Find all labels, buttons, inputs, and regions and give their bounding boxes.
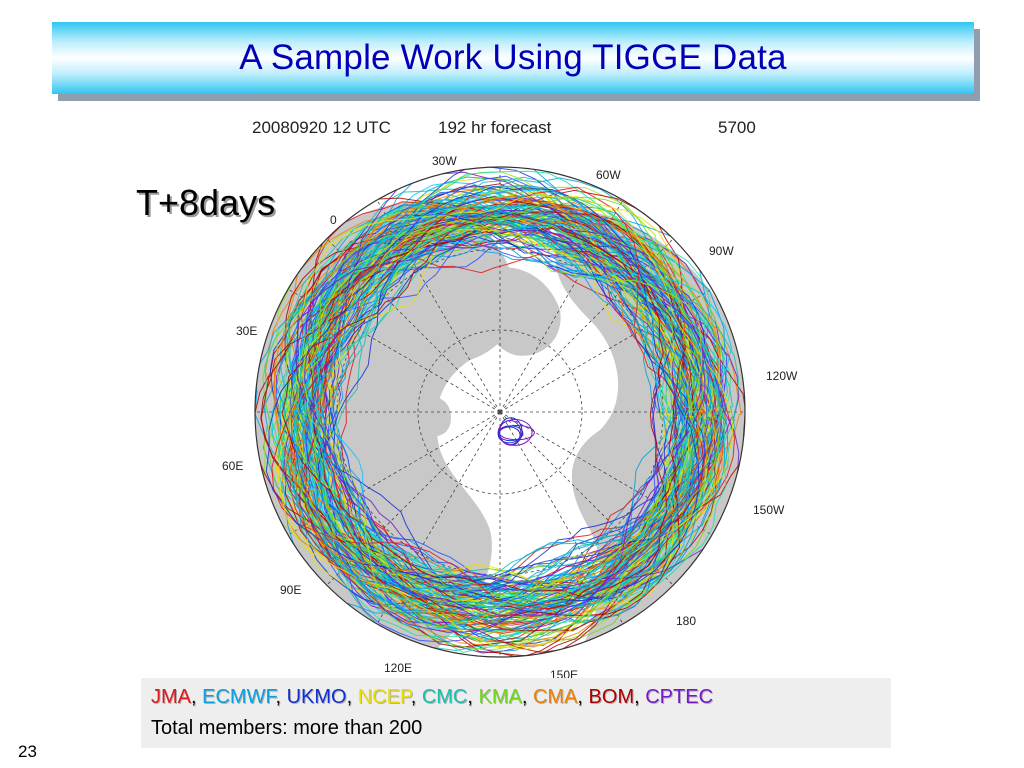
ensemble-member-contour xyxy=(280,170,727,608)
center-name: ECMWF xyxy=(202,686,276,708)
center-name: KMA xyxy=(478,686,522,708)
legend-box: JMA, ECMWF, UKMO, NCEP, CMC, KMA, CMA, B… xyxy=(141,678,891,748)
lon-label: 150W xyxy=(753,503,785,517)
forecast-lead-badge: T+8days xyxy=(136,182,276,223)
ensemble-member-contour xyxy=(317,216,706,582)
ensemble-member-contour xyxy=(293,205,725,631)
center-separator: , xyxy=(191,686,203,708)
ensemble-contour-lines xyxy=(255,167,745,657)
map-forecast-hours: 192 hr forecast xyxy=(438,118,552,137)
ensemble-member-contour xyxy=(329,212,691,604)
map-contour-value: 5700 xyxy=(718,118,756,137)
lon-label: 90W xyxy=(709,244,734,258)
center-name: CPTEC xyxy=(645,686,714,708)
center-separator: , xyxy=(521,686,533,708)
ensemble-member-contour xyxy=(260,211,686,632)
ensemble-member-contour xyxy=(295,229,706,617)
center-name: CMA xyxy=(532,686,578,708)
ensemble-member-contour xyxy=(287,208,739,652)
ensemble-member-contour xyxy=(295,190,728,643)
page-number: 23 xyxy=(18,742,37,761)
ensemble-member-contour xyxy=(260,196,686,616)
center-separator: , xyxy=(410,686,422,708)
lon-label: 0 xyxy=(330,213,337,227)
ensemble-member-contour xyxy=(316,204,692,588)
ensemble-member-contour xyxy=(312,216,696,598)
ensemble-member-contour xyxy=(315,218,696,590)
map-boundary xyxy=(254,166,746,658)
ensemble-member-contour xyxy=(302,219,703,628)
lon-label: 60E xyxy=(222,459,244,473)
lon-label: 180 xyxy=(676,614,697,628)
lon-label: 90E xyxy=(280,583,302,597)
ensemble-member-contour xyxy=(293,184,726,592)
arctic-island xyxy=(418,396,451,437)
center-name: UKMO xyxy=(286,686,347,708)
center-separator: , xyxy=(275,686,287,708)
meridian-line xyxy=(499,411,674,586)
center-separator: , xyxy=(577,686,589,708)
lon-label: 120W xyxy=(766,369,798,383)
meridian-line xyxy=(326,238,501,413)
map-date: 20080920 12 UTC xyxy=(252,118,391,137)
lon-label: 30E xyxy=(236,324,258,338)
ensemble-member-contour xyxy=(279,176,729,624)
polar-stereographic-map xyxy=(254,166,746,658)
lon-label: 60W xyxy=(596,168,621,182)
slide-title: A Sample Work Using TIGGE Data xyxy=(239,38,787,77)
ensemble-member-contour xyxy=(290,190,716,619)
lon-label: 30W xyxy=(432,154,457,168)
ensemble-member-contour xyxy=(284,171,721,613)
ensemble-member-contour xyxy=(320,192,690,611)
ensemble-member-contour xyxy=(273,188,722,634)
polar-closed-contour xyxy=(498,419,522,446)
meridian-line xyxy=(499,238,674,413)
center-name: NCEP xyxy=(357,686,411,708)
ensemble-member-contour xyxy=(291,201,722,642)
ensemble-member-contour xyxy=(265,186,700,605)
center-separator: , xyxy=(467,686,479,708)
polar-closed-contour xyxy=(497,425,524,442)
ensemble-member-contour xyxy=(286,205,708,628)
center-separator: , xyxy=(634,686,646,708)
center-separator: , xyxy=(346,686,358,708)
ensemble-member-contour xyxy=(290,210,711,636)
meridian-line xyxy=(326,411,501,586)
latitude-circle-70 xyxy=(417,329,583,495)
centers-list: JMA, ECMWF, UKMO, NCEP, CMC, KMA, CMA, B… xyxy=(151,686,713,709)
title-bar: A Sample Work Using TIGGE Data xyxy=(52,22,974,94)
total-members-text: Total members: more than 200 xyxy=(151,717,423,739)
ensemble-member-contour xyxy=(281,212,668,597)
center-name: JMA xyxy=(151,686,191,708)
center-name: CMC xyxy=(421,686,468,708)
center-name: BOM xyxy=(588,686,635,708)
ensemble-member-contour xyxy=(340,213,698,600)
lon-label: 120E xyxy=(384,661,413,675)
